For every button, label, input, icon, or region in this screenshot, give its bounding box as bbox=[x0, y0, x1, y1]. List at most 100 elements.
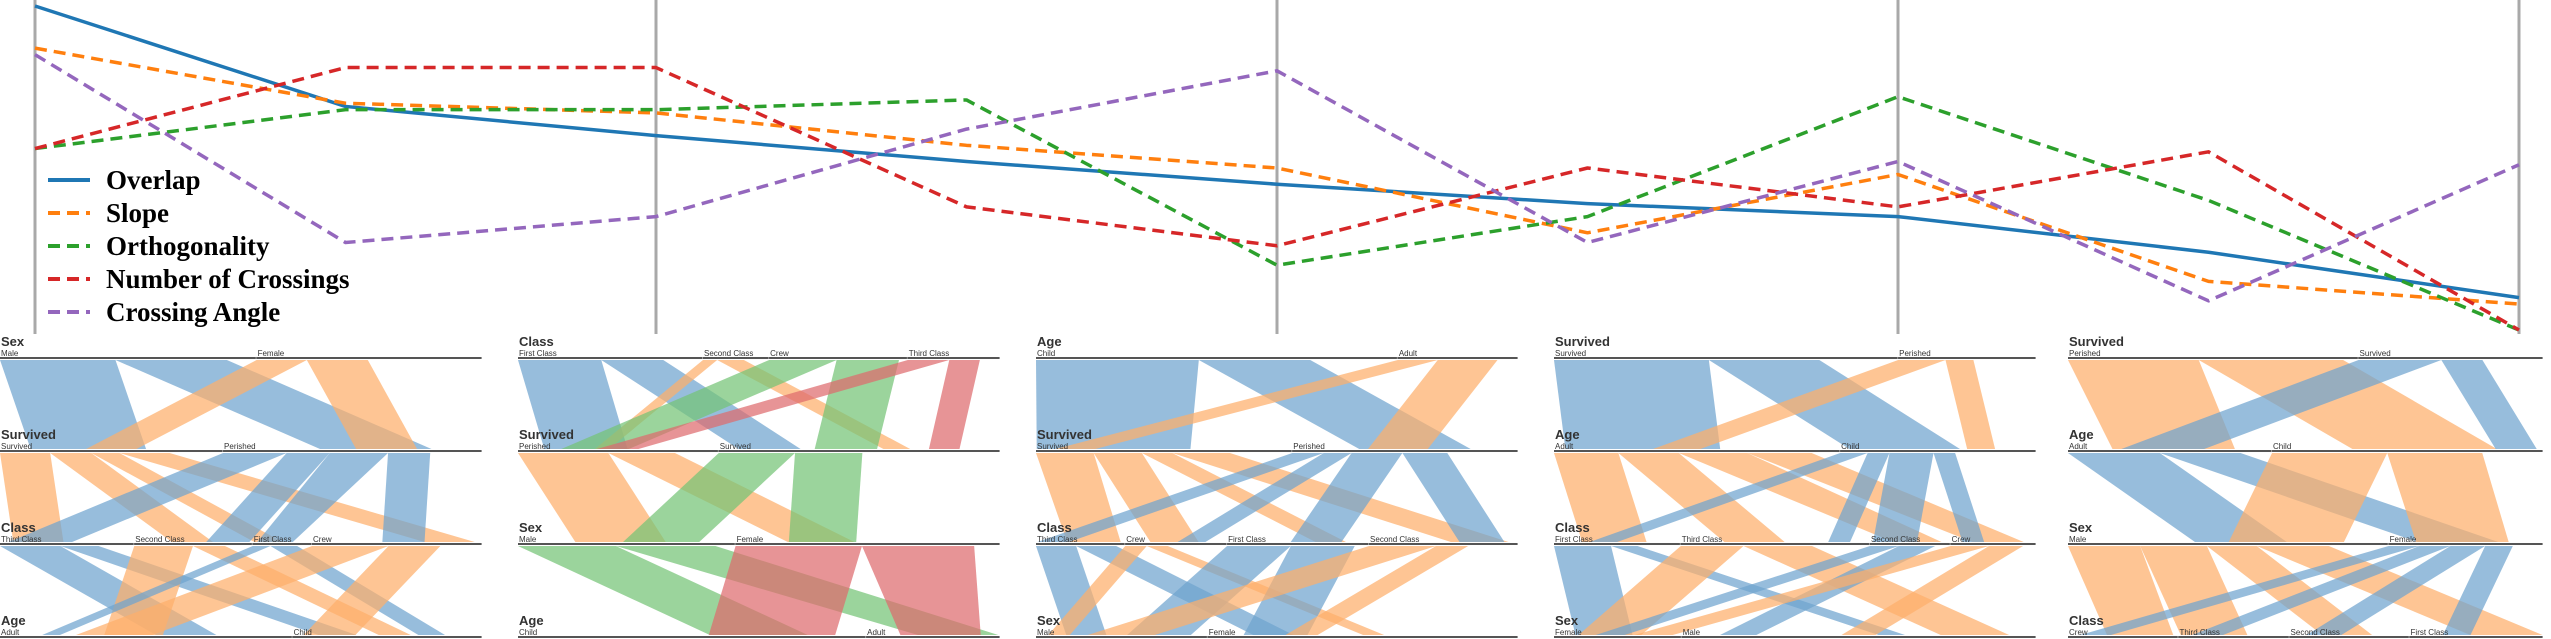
series-line-orthogonality bbox=[34, 94, 2520, 332]
category-label-second-class: Second Class bbox=[1370, 535, 1419, 544]
category-bar-female bbox=[2388, 543, 2542, 545]
ribbon-male bbox=[257, 453, 389, 542]
category-bar-survived bbox=[0, 450, 223, 452]
parallel-sets-panel: Survived Survived Perished Age Adult Child Cla… bbox=[1554, 334, 2044, 639]
category-label-female: Female bbox=[2390, 535, 2417, 544]
category-bar-male bbox=[0, 357, 256, 359]
category-bar-first-class bbox=[518, 357, 703, 359]
ribbon-male bbox=[8, 453, 287, 542]
category-bar-male bbox=[1036, 636, 1207, 638]
category-label-child: Child bbox=[2273, 442, 2291, 451]
category-bar-second-class bbox=[2289, 636, 2409, 638]
category-bar-first-class bbox=[2409, 636, 2542, 638]
category-label-crew: Crew bbox=[2069, 628, 2088, 637]
ribbon-third-class bbox=[861, 546, 981, 635]
ribbon-child bbox=[1037, 453, 1324, 542]
category-label-survived: Survived bbox=[720, 442, 751, 451]
category-bar-female bbox=[256, 357, 481, 359]
axis-name-survived: Survived bbox=[1, 427, 56, 442]
category-label-first-class: First Class bbox=[1555, 535, 1593, 544]
parallel-sets-panel: Sex Male Female Survived Survived Perished Cla… bbox=[0, 334, 490, 639]
category-bar-adult bbox=[1554, 450, 1840, 452]
category-bar-male bbox=[1681, 636, 2035, 638]
ribbon-adult bbox=[1285, 546, 1469, 635]
ribbon-survived bbox=[2191, 546, 2451, 635]
category-bar-third-class bbox=[0, 543, 134, 545]
ribbon-adult bbox=[1036, 453, 1121, 542]
category-bar-survived bbox=[718, 450, 999, 452]
ribbon-perished bbox=[1618, 453, 1785, 542]
category-bar-child bbox=[518, 636, 866, 638]
category-bar-perished bbox=[518, 450, 718, 452]
ribbon-survived bbox=[2068, 453, 2287, 542]
series-line-slope bbox=[34, 46, 2520, 306]
category-bar-survived bbox=[1554, 357, 1898, 359]
category-label-survived: Survived bbox=[1037, 442, 1068, 451]
category-bar-perished bbox=[223, 450, 481, 452]
ribbon-adult bbox=[1087, 546, 1437, 635]
category-label-second-class: Second Class bbox=[135, 535, 184, 544]
ribbon-perished bbox=[2140, 546, 2248, 635]
ribbon-child bbox=[1290, 453, 1403, 542]
axis-name-sex: Sex bbox=[1555, 613, 1579, 628]
category-bar-survived bbox=[2358, 357, 2542, 359]
category-bar-third-class bbox=[1036, 543, 1125, 545]
ribbon-female bbox=[86, 360, 307, 449]
ribbon-perished bbox=[1554, 453, 1647, 542]
category-bar-child bbox=[292, 636, 481, 638]
category-label-survived: Survived bbox=[1, 442, 32, 451]
ribbon-child bbox=[1402, 453, 1505, 542]
axis-name-sex: Sex bbox=[2069, 520, 2093, 535]
category-bar-second-class bbox=[134, 543, 252, 545]
category-label-male: Male bbox=[1683, 628, 1701, 637]
ribbon-survived bbox=[1589, 453, 1868, 542]
ribbon-perished bbox=[2228, 453, 2388, 542]
axis-name-age: Age bbox=[1037, 334, 1062, 349]
category-label-adult: Adult bbox=[1399, 349, 1418, 358]
category-label-perished: Perished bbox=[1293, 442, 1325, 451]
category-label-adult: Adult bbox=[867, 628, 886, 637]
category-bar-first-class bbox=[1554, 543, 1680, 545]
ribbons bbox=[518, 360, 999, 635]
category-label-crew: Crew bbox=[1952, 535, 1971, 544]
ribbon-survived bbox=[1708, 360, 1960, 449]
axis-name-survived: Survived bbox=[2069, 334, 2124, 349]
category-bar-adult bbox=[866, 636, 999, 638]
category-label-third-class: Third Class bbox=[2179, 628, 2219, 637]
axis-name-survived: Survived bbox=[519, 427, 574, 442]
category-label-female: Female bbox=[1209, 628, 1236, 637]
ribbon-adult bbox=[1093, 453, 1199, 542]
ribbons bbox=[2068, 360, 2543, 635]
ribbon-survived bbox=[2441, 360, 2537, 449]
category-label-survived: Survived bbox=[1555, 349, 1586, 358]
axis-name-class: Class bbox=[1, 520, 36, 535]
category-label-crew: Crew bbox=[313, 535, 332, 544]
ribbon-female bbox=[75, 546, 389, 635]
legend-label-number-of-crossings: Number of Crossings bbox=[106, 264, 350, 294]
category-bar-child bbox=[1840, 450, 2035, 452]
category-label-third-class: Third Class bbox=[909, 349, 949, 358]
axis-name-age: Age bbox=[2069, 427, 2094, 442]
ribbon-survived bbox=[2121, 360, 2442, 449]
axis-name-class: Class bbox=[1555, 520, 1590, 535]
ribbon-child bbox=[1177, 453, 1352, 542]
ribbon-male bbox=[206, 453, 330, 542]
axis-name-age: Age bbox=[1, 613, 26, 628]
category-label-adult: Adult bbox=[1555, 442, 1574, 451]
category-bar-survived bbox=[1036, 450, 1292, 452]
category-label-first-class: First Class bbox=[1228, 535, 1266, 544]
category-bar-female bbox=[735, 543, 999, 545]
category-bar-adult bbox=[1397, 357, 1517, 359]
category-bar-female bbox=[1207, 636, 1517, 638]
legend-label-orthogonality: Orthogonality bbox=[106, 231, 270, 261]
category-bar-adult bbox=[0, 636, 292, 638]
ribbon-survived bbox=[1595, 546, 1899, 635]
ribbon-male bbox=[0, 360, 147, 449]
category-bar-male bbox=[2068, 543, 2388, 545]
ribbon-perished bbox=[1578, 546, 1744, 635]
axis-name-sex: Sex bbox=[1, 334, 25, 349]
series-line-crossing-angle bbox=[34, 53, 2520, 303]
category-bar-crew bbox=[1950, 543, 2035, 545]
axis-name-age: Age bbox=[519, 613, 544, 628]
